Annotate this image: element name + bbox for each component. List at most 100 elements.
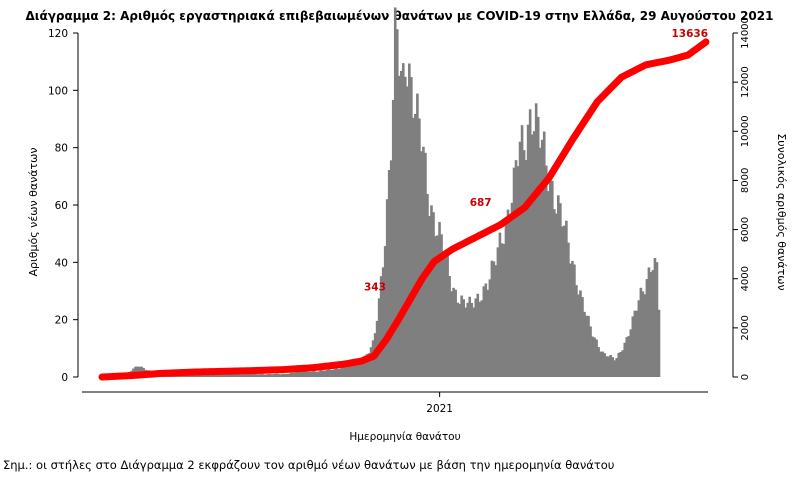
bar (234, 374, 238, 377)
bar (281, 374, 284, 377)
bar (353, 365, 357, 377)
bar (534, 103, 538, 378)
bar (631, 316, 635, 377)
bar (446, 254, 449, 377)
bar (550, 180, 554, 377)
bar (651, 270, 655, 377)
left-tick-label: 40 (55, 257, 68, 269)
bar (500, 243, 504, 377)
bar (432, 212, 435, 377)
bar (287, 373, 290, 377)
bar (236, 374, 240, 377)
bar (244, 373, 248, 377)
bar (253, 373, 256, 377)
cumulative-deaths-line (98, 38, 710, 381)
bar (325, 369, 329, 377)
bar (587, 315, 590, 377)
chart-title: Διάγραμμα 2: Αριθμός εργαστηριακά επιβεβ… (25, 9, 774, 23)
bar (442, 254, 445, 377)
bar (490, 260, 494, 377)
bar (476, 293, 480, 377)
bar (295, 371, 298, 377)
bar (275, 373, 278, 377)
bar (222, 373, 226, 377)
bar (349, 363, 353, 377)
bar (250, 373, 254, 377)
bar (246, 374, 250, 377)
bar (204, 374, 208, 377)
bar (317, 371, 321, 377)
bar (544, 165, 548, 377)
bar (240, 374, 244, 377)
bar (359, 362, 363, 377)
bar (248, 374, 252, 377)
bar (635, 310, 639, 377)
bar (389, 160, 393, 377)
bar (255, 374, 258, 377)
bar (416, 93, 419, 377)
bar (641, 291, 645, 377)
bar (385, 199, 389, 377)
bar (343, 366, 347, 377)
bar (498, 232, 502, 377)
bar (540, 139, 544, 377)
bar (569, 263, 572, 377)
bar (238, 374, 242, 377)
bar (593, 337, 596, 377)
bar (406, 86, 409, 377)
bar (595, 339, 598, 377)
bar (418, 118, 421, 377)
bar (555, 213, 558, 377)
right-tick-label: 14000 (740, 17, 751, 49)
bar (528, 109, 532, 378)
bar (397, 75, 401, 377)
bar (267, 373, 270, 377)
bar (303, 370, 306, 377)
bar (410, 77, 413, 377)
bar (536, 116, 540, 378)
bar (629, 329, 633, 377)
bar (645, 279, 649, 377)
bar (335, 368, 339, 377)
bar (637, 300, 641, 377)
bar (315, 371, 319, 377)
bar (583, 311, 586, 377)
bars-layer (104, 7, 661, 378)
bar (220, 374, 224, 377)
bar (653, 258, 657, 377)
bar (401, 63, 405, 377)
bar (202, 374, 206, 377)
bar (565, 220, 568, 377)
bar (486, 289, 490, 377)
bar (355, 363, 359, 377)
left-tick-label: 100 (48, 85, 68, 97)
bar (279, 374, 282, 377)
cumulative-annotation: 343 (364, 282, 386, 294)
bar (393, 7, 397, 378)
bar (430, 205, 433, 377)
bar (297, 371, 300, 377)
bar (474, 298, 478, 377)
left-tick-label: 0 (61, 372, 68, 384)
bar (426, 193, 429, 377)
bar (365, 354, 369, 377)
bar (589, 326, 592, 377)
bar (559, 203, 562, 377)
bar (468, 296, 472, 377)
bar (327, 369, 331, 377)
bar (567, 242, 570, 377)
bar (321, 370, 325, 377)
bar (460, 295, 463, 377)
bar (339, 368, 343, 377)
bar (615, 358, 619, 377)
bar (613, 360, 616, 377)
bar (257, 374, 260, 377)
bar (313, 371, 317, 377)
axes-layer: 0 20 40 60 80 100 120 0 2000 4000 6000 8000 10000 120… (48, 17, 751, 415)
bar (561, 226, 564, 377)
bar (466, 302, 470, 377)
bar (546, 191, 550, 377)
bar (422, 146, 425, 377)
left-tick-label: 60 (55, 200, 68, 212)
bar (363, 355, 367, 377)
